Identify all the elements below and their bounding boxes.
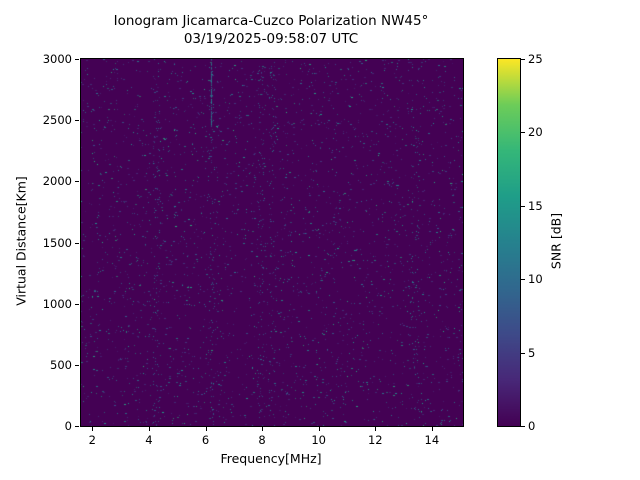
y-tick-label: 2000 [42,174,72,189]
heatmap-plot-area [80,58,464,427]
x-tick-label: 8 [258,433,266,447]
y-tick-label: 500 [50,357,72,372]
x-tick-label: 14 [424,433,440,447]
x-tick-label: 4 [145,433,153,447]
y-tick-label: 1500 [42,235,72,250]
colorbar-tick-label: 20 [528,125,543,140]
x-axis-label: Frequency[MHz] [220,451,322,466]
colorbar-tick-mark [521,59,525,60]
y-tick-mark [75,59,79,60]
x-tick-mark [318,427,320,431]
y-tick-mark [75,181,79,183]
colorbar-tick-label: 5 [528,345,536,360]
y-tick-mark [75,242,79,244]
y-tick-mark [75,303,79,305]
colorbar-tick-label: 0 [528,419,536,433]
colorbar-tick-mark [521,426,525,427]
y-tick-label: 0 [64,419,72,433]
colorbar-tick-mark [521,205,525,207]
colorbar-tick-mark [521,352,525,354]
colorbar-tick-label: 25 [528,52,543,66]
x-tick-mark [92,427,94,431]
colorbar-tick-label: 10 [528,272,543,287]
y-tick-mark [75,120,79,122]
colorbar-tick-label: 15 [528,198,543,213]
colorbar-tick-mark [521,132,525,134]
x-tick-mark [375,427,377,431]
y-tick-label: 2500 [42,113,72,128]
chart-subtitle: 03/19/2025-09:58:07 UTC [183,31,359,47]
y-axis-label: Virtual Distance[Km] [13,176,29,306]
x-tick-mark [431,427,433,431]
chart-title: Ionogram Jicamarca-Cuzco Polarization NW… [113,13,429,29]
x-tick-mark [262,427,264,431]
x-tick-label: 10 [311,433,326,447]
x-tick-label: 6 [201,433,210,447]
colorbar-label: SNR [dB] [548,212,564,270]
colorbar [497,58,521,427]
y-tick-label: 3000 [42,52,72,66]
x-tick-mark [205,427,207,431]
y-tick-mark [75,364,79,366]
x-tick-label: 12 [367,433,383,447]
x-tick-mark [148,427,150,431]
colorbar-tick-mark [521,279,525,281]
y-tick-mark [75,426,79,427]
y-tick-label: 1000 [42,296,72,311]
x-tick-label: 2 [88,433,96,447]
